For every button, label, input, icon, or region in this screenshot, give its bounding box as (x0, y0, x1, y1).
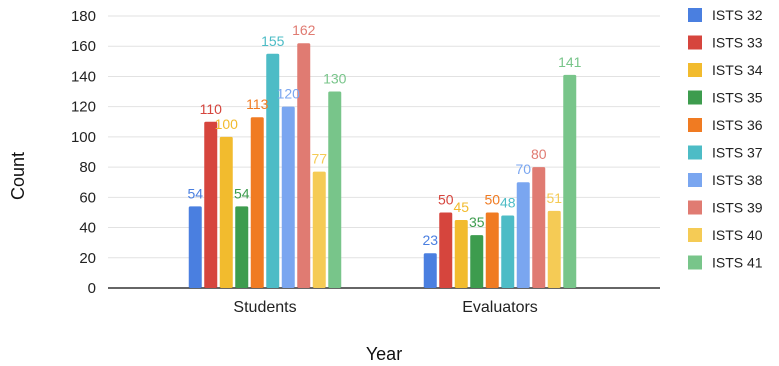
bar-ists-32-students (188, 206, 202, 288)
bar-ists-40-students (312, 171, 326, 288)
legend-label: ISTS 34 (712, 62, 763, 78)
x-axis-title: Year (366, 344, 402, 364)
legend-swatch (688, 255, 702, 270)
data-label: 54 (187, 185, 203, 201)
bar-ists-38-students (281, 106, 295, 289)
legend-label: ISTS 38 (712, 172, 763, 188)
legend-label: ISTS 41 (712, 255, 763, 271)
x-category-label: Evaluators (462, 299, 538, 316)
legend-label: ISTS 33 (712, 35, 763, 51)
data-label: 51 (546, 190, 562, 206)
y-tick-label: 180 (71, 8, 96, 25)
legend-swatch (688, 118, 702, 132)
y-tick-label: 60 (79, 189, 96, 206)
legend-label: ISTS 35 (712, 90, 763, 106)
data-label: 100 (215, 116, 239, 132)
legend-swatch (688, 228, 702, 242)
data-label: 45 (453, 199, 469, 215)
legend-swatch (688, 90, 702, 105)
legend-swatch (688, 145, 702, 160)
bar-ists-35-evaluators (470, 235, 484, 288)
bar-ists-38-evaluators (516, 182, 530, 288)
bar-ists-36-evaluators (485, 212, 499, 288)
y-tick-label: 40 (79, 220, 96, 237)
x-category-label: Students (233, 299, 296, 316)
data-label: 113 (246, 96, 269, 112)
y-axis-ticks: 0 20 40 60 80 100 120 140 160 180 (71, 8, 96, 297)
data-label: 50 (484, 191, 500, 207)
bar-ists-34-evaluators (454, 220, 468, 288)
data-label: 120 (277, 86, 301, 102)
data-label: 48 (500, 194, 516, 210)
data-label: 77 (311, 151, 327, 167)
data-label: 162 (292, 22, 316, 38)
bar-ists-34-students (219, 136, 233, 288)
legend-label: ISTS 36 (712, 117, 763, 133)
legend-swatch (688, 173, 702, 187)
bar-ists-41-evaluators (563, 74, 577, 288)
legend-swatch (688, 8, 702, 22)
data-label: 110 (200, 101, 223, 117)
y-tick-label: 120 (71, 99, 96, 116)
data-label: 141 (558, 54, 582, 70)
y-tick-label: 100 (71, 129, 96, 146)
bar-ists-39-students (297, 43, 311, 289)
legend-label: ISTS 32 (712, 7, 763, 23)
legend-label: ISTS 37 (712, 145, 763, 161)
bar-ists-37-evaluators (501, 215, 515, 288)
legend-label: ISTS 40 (712, 227, 763, 243)
bar-ists-33-evaluators (439, 212, 453, 288)
y-axis-title: Count (8, 152, 28, 200)
bar-ists-41-students (328, 91, 342, 288)
y-tick-label: 0 (88, 280, 96, 297)
legend: ISTS 32 ISTS 33 ISTS 34 ISTS 35 ISTS 36 ISTS … (688, 7, 763, 271)
data-label: 80 (531, 146, 547, 162)
bar-ists-35-students (235, 206, 249, 288)
bar-ists-40-evaluators (547, 210, 561, 288)
y-tick-label: 80 (79, 159, 96, 176)
data-label: 130 (323, 71, 347, 87)
data-label: 155 (261, 33, 285, 49)
bar-ists-36-students (250, 117, 264, 288)
legend-swatch (688, 35, 702, 50)
x-axis-categories: Students Evaluators (233, 299, 537, 316)
bar-ists-37-students (266, 53, 280, 289)
bars (188, 43, 577, 289)
y-tick-label: 140 (71, 68, 96, 85)
y-tick-label: 160 (71, 38, 96, 55)
data-label: 50 (438, 191, 454, 207)
legend-swatch (688, 63, 702, 77)
y-tick-label: 20 (79, 250, 96, 267)
data-label: 35 (469, 214, 485, 230)
data-label: 23 (422, 232, 438, 248)
bar-ists-32-evaluators (423, 253, 437, 288)
legend-label: ISTS 39 (712, 200, 763, 216)
data-label: 54 (234, 185, 250, 201)
data-label: 70 (515, 161, 531, 177)
bar-ists-33-students (204, 121, 218, 289)
bar-ists-39-evaluators (532, 167, 546, 288)
legend-swatch (688, 200, 702, 215)
